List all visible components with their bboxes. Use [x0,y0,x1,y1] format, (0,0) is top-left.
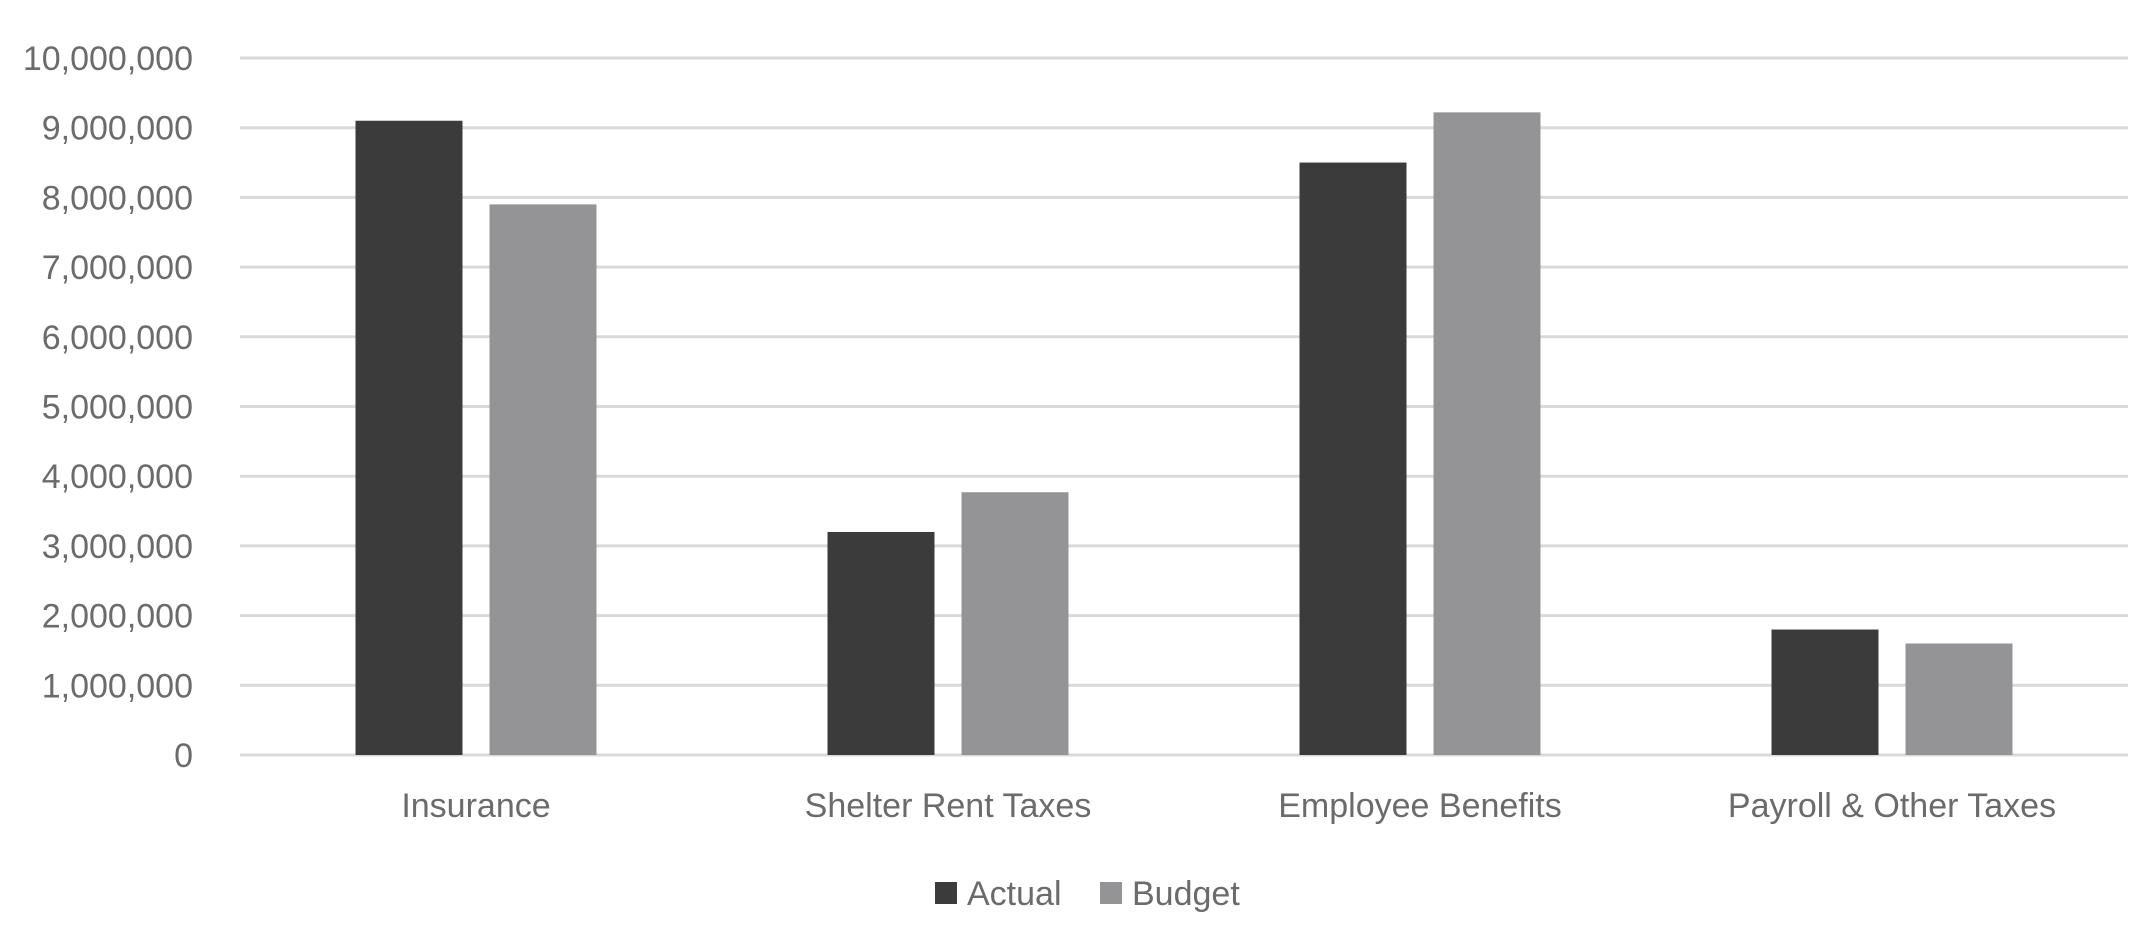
bar-budget-shelter-rent-taxes [961,492,1069,755]
bar-budget-employee-benefits [1433,112,1541,756]
y-tick-label: 5,000,000 [42,389,193,427]
y-tick-label: 1,000,000 [42,667,193,705]
legend-swatch-budget [1100,882,1122,904]
y-tick-label: 10,000,000 [23,40,193,78]
y-axis-tick-labels: 0 1,000,000 2,000,000 3,000,000 4,000,000 5,0… [23,40,193,775]
legend-swatch-actual [935,882,957,904]
bar-actual-insurance [355,120,463,756]
y-tick-label: 7,000,000 [42,249,193,287]
legend-label-budget: Budget [1132,875,1240,913]
y-tick-label: 3,000,000 [42,528,193,566]
bar-actual-employee-benefits [1299,162,1407,756]
y-tick-label: 2,000,000 [42,598,193,636]
bar-budget-insurance [489,204,597,755]
y-tick-label: 8,000,000 [42,179,193,217]
bars [355,112,2013,756]
x-category-label: Insurance [401,787,550,825]
x-category-label: Employee Benefits [1278,787,1562,825]
x-category-label: Payroll & Other Taxes [1728,787,2056,825]
y-tick-label: 6,000,000 [42,319,193,357]
bar-actual-shelter-rent-taxes [827,531,935,755]
y-tick-label: 4,000,000 [42,458,193,496]
bar-budget-payroll-other-taxes [1905,643,2013,755]
legend-label-actual: Actual [967,875,1062,913]
x-category-label: Shelter Rent Taxes [805,787,1092,825]
legend: Actual Budget [935,875,1240,913]
y-tick-label: 0 [174,737,193,775]
y-tick-label: 9,000,000 [42,110,193,148]
bar-actual-payroll-other-taxes [1771,629,1879,755]
x-axis-category-labels: Insurance Shelter Rent Taxes Employee Bene… [401,787,2056,825]
